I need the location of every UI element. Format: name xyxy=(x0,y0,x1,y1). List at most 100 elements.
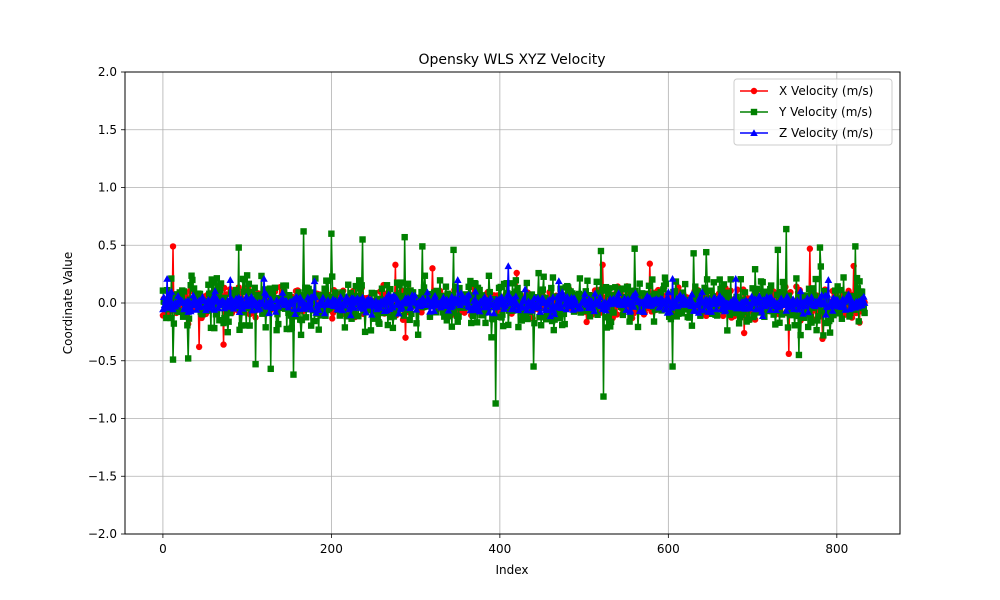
data-point xyxy=(790,309,798,316)
data-point xyxy=(793,296,802,304)
data-point xyxy=(800,314,808,322)
data-point xyxy=(796,287,805,295)
data-point xyxy=(628,287,635,295)
data-point xyxy=(581,289,589,297)
data-point xyxy=(468,319,475,327)
data-point xyxy=(774,246,782,254)
data-point xyxy=(300,228,307,235)
data-point xyxy=(551,316,558,323)
data-point xyxy=(586,313,594,320)
data-point xyxy=(753,285,760,293)
data-point xyxy=(679,289,686,296)
data-point xyxy=(497,283,504,291)
data-point xyxy=(719,312,727,320)
data-point xyxy=(420,284,428,291)
data-point xyxy=(819,307,826,315)
data-point xyxy=(232,286,240,294)
data-point xyxy=(421,272,429,279)
data-point xyxy=(376,320,383,327)
data-point xyxy=(731,274,740,282)
legend: X Velocity (m/s) Y Velocity (m/s) Z Veloci… xyxy=(733,78,893,146)
y-tick-label: 0.0 xyxy=(98,296,117,310)
data-point xyxy=(838,315,846,322)
data-point xyxy=(400,312,408,319)
data-point xyxy=(640,308,648,315)
data-point xyxy=(747,304,755,312)
data-point xyxy=(701,284,708,292)
y-tick-label: −0.5 xyxy=(88,354,117,368)
data-point xyxy=(251,284,258,292)
data-point xyxy=(740,329,748,337)
data-point xyxy=(320,291,328,299)
data-point xyxy=(268,288,275,295)
data-point xyxy=(284,303,293,311)
data-point xyxy=(649,276,656,283)
data-point xyxy=(645,282,653,289)
data-point xyxy=(464,290,473,298)
data-point xyxy=(262,291,271,298)
data-point xyxy=(514,284,521,292)
data-point xyxy=(661,274,669,281)
data-point xyxy=(816,244,824,251)
data-point xyxy=(368,310,376,318)
data-point xyxy=(692,283,699,290)
data-point xyxy=(475,303,483,311)
data-point xyxy=(465,283,472,291)
data-point xyxy=(374,314,381,321)
x-tick-label: 800 xyxy=(825,542,848,556)
data-point xyxy=(387,285,394,293)
data-point xyxy=(305,285,312,293)
y-axis: −2.0 −1.5 −1.0 −0.5 0.0 0.5 1.0 1.5 2.0 xyxy=(88,65,125,541)
data-point xyxy=(320,309,329,317)
data-point xyxy=(604,314,611,321)
data-point xyxy=(762,288,770,295)
data-point xyxy=(426,313,434,320)
data-point xyxy=(766,305,775,313)
data-point xyxy=(336,293,345,300)
data-point xyxy=(766,289,773,296)
data-point xyxy=(255,304,264,312)
data-point xyxy=(168,275,175,282)
data-point xyxy=(706,304,715,311)
data-point xyxy=(471,287,480,295)
data-point xyxy=(164,304,172,311)
data-point xyxy=(452,283,459,290)
data-point xyxy=(639,290,646,297)
data-point xyxy=(358,293,367,301)
data-point xyxy=(351,312,359,319)
data-point xyxy=(846,313,853,320)
data-point xyxy=(828,306,837,314)
data-point xyxy=(794,312,802,320)
data-point xyxy=(652,290,659,298)
data-point xyxy=(577,309,584,316)
data-point xyxy=(667,315,675,323)
data-point xyxy=(699,305,708,313)
data-point xyxy=(631,245,638,252)
data-point xyxy=(370,315,377,322)
data-point xyxy=(404,280,412,287)
data-point xyxy=(189,276,196,284)
data-point xyxy=(669,363,676,370)
series-layer xyxy=(159,225,869,407)
data-point xyxy=(291,310,299,317)
data-point xyxy=(540,273,547,280)
data-point xyxy=(196,290,204,298)
data-point xyxy=(254,295,262,302)
data-point xyxy=(703,276,711,283)
data-point xyxy=(401,233,408,241)
data-point xyxy=(167,314,174,322)
data-point xyxy=(404,287,411,294)
data-point xyxy=(797,331,804,339)
data-point xyxy=(602,306,610,314)
data-point xyxy=(795,351,803,359)
data-point xyxy=(724,327,731,334)
data-point xyxy=(624,295,632,302)
data-point xyxy=(288,324,295,332)
data-point xyxy=(267,365,274,373)
y-tick-label: 2.0 xyxy=(98,65,117,79)
data-point xyxy=(271,284,279,291)
data-point xyxy=(485,272,493,279)
data-point xyxy=(820,332,827,339)
data-point xyxy=(605,290,612,298)
data-point xyxy=(505,321,512,329)
